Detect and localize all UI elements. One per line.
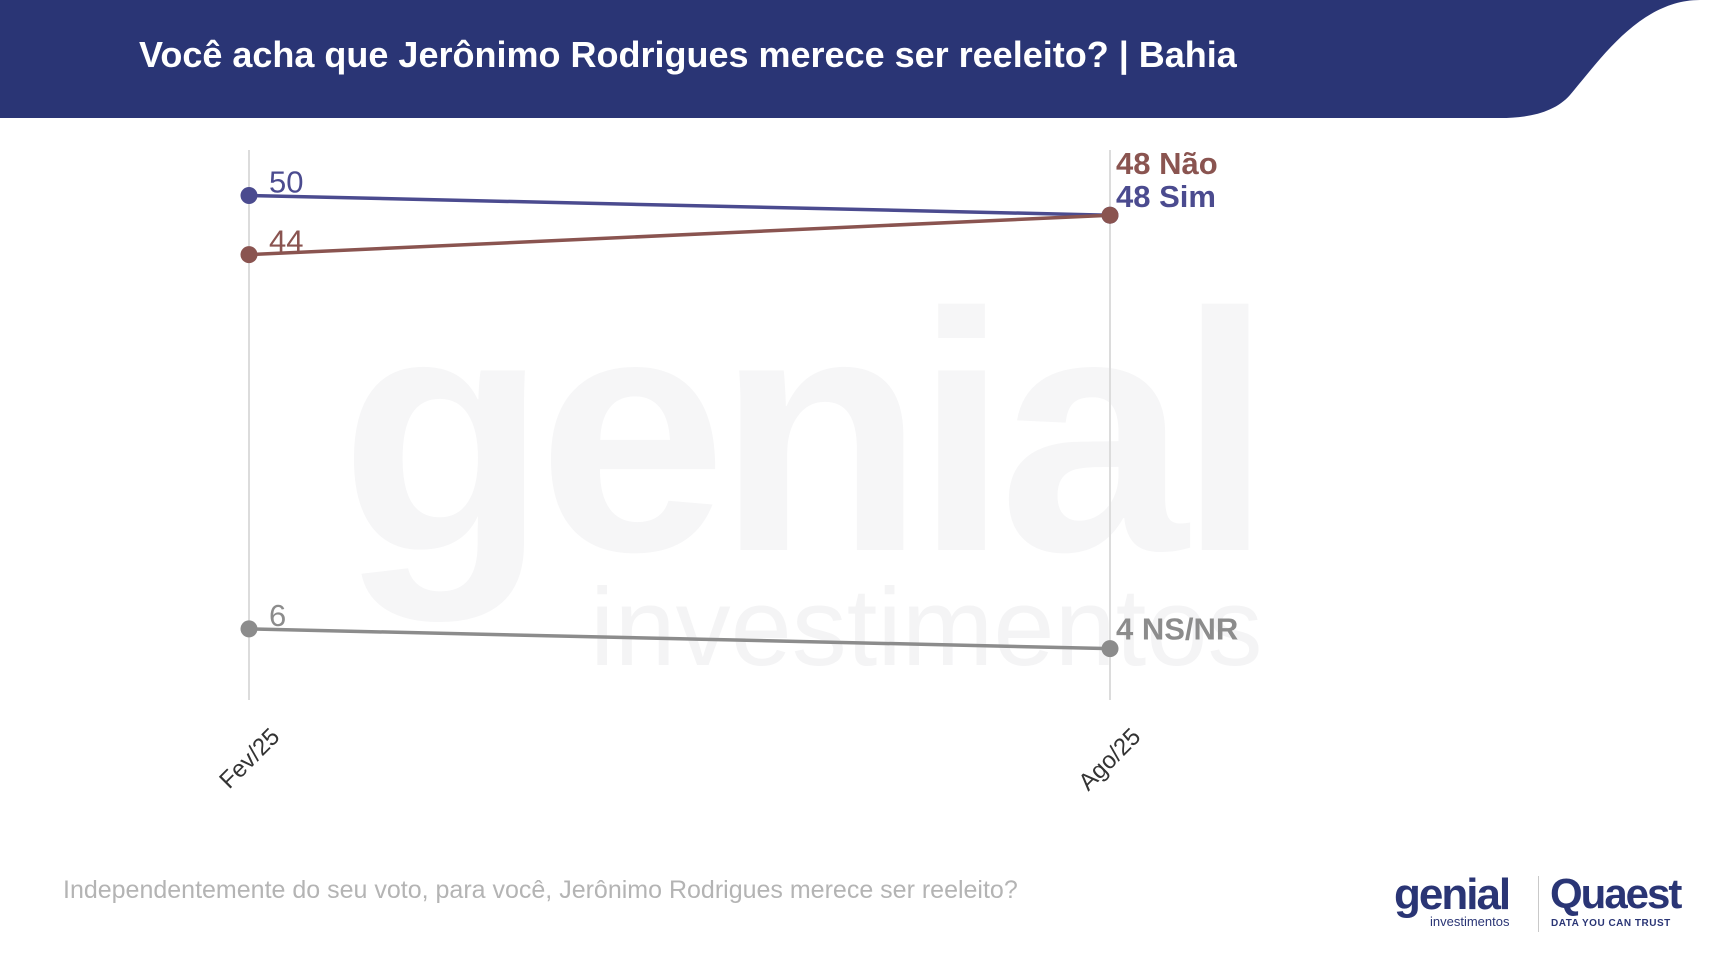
line-chart: Fev/25 Ago/25 50 48 Sim 44 48 Não 6 4 NS/NR (214, 146, 1238, 796)
data-label-start: 6 (269, 598, 286, 633)
header-background (0, 0, 1700, 118)
data-point (240, 246, 258, 264)
series-line-Sim (248, 193, 1111, 217)
watermark-logo: genial investimentos (340, 280, 1272, 680)
data-label-end: 4 NS/NR (1116, 612, 1238, 647)
watermark-word: genial (340, 280, 1262, 624)
watermark-sub: investimentos (590, 566, 1263, 680)
brand-logos: genial investimentos Quaest DATA YOU CAN… (1390, 870, 1682, 940)
question-footnote: Independentemente do seu voto, para você… (63, 876, 1018, 904)
quaest-logo-tagline: DATA YOU CAN TRUST (1551, 918, 1671, 929)
data-label-end: 48 Não (1116, 146, 1218, 181)
x-tick-label: Fev/25 (214, 723, 285, 794)
genial-logo-subtitle: investimentos (1430, 914, 1510, 929)
page-title: Você acha que Jerônimo Rodrigues merece … (139, 34, 1237, 75)
data-point (240, 187, 258, 204)
data-label-start: 50 (269, 165, 303, 200)
series-line-Não (248, 213, 1111, 257)
header-bar (0, 0, 1700, 118)
x-tick-label: Ago/25 (1073, 723, 1146, 796)
data-point (1101, 640, 1119, 658)
data-label-end: 48 Sim (1116, 179, 1216, 214)
data-point (240, 620, 258, 638)
data-label-start: 44 (269, 224, 303, 259)
quaest-logo: Quaest (1550, 870, 1682, 917)
genial-logo: genial (1394, 870, 1511, 919)
logo-divider (1538, 876, 1539, 932)
series-line-NS/NR (248, 627, 1111, 651)
data-point (1101, 206, 1119, 224)
